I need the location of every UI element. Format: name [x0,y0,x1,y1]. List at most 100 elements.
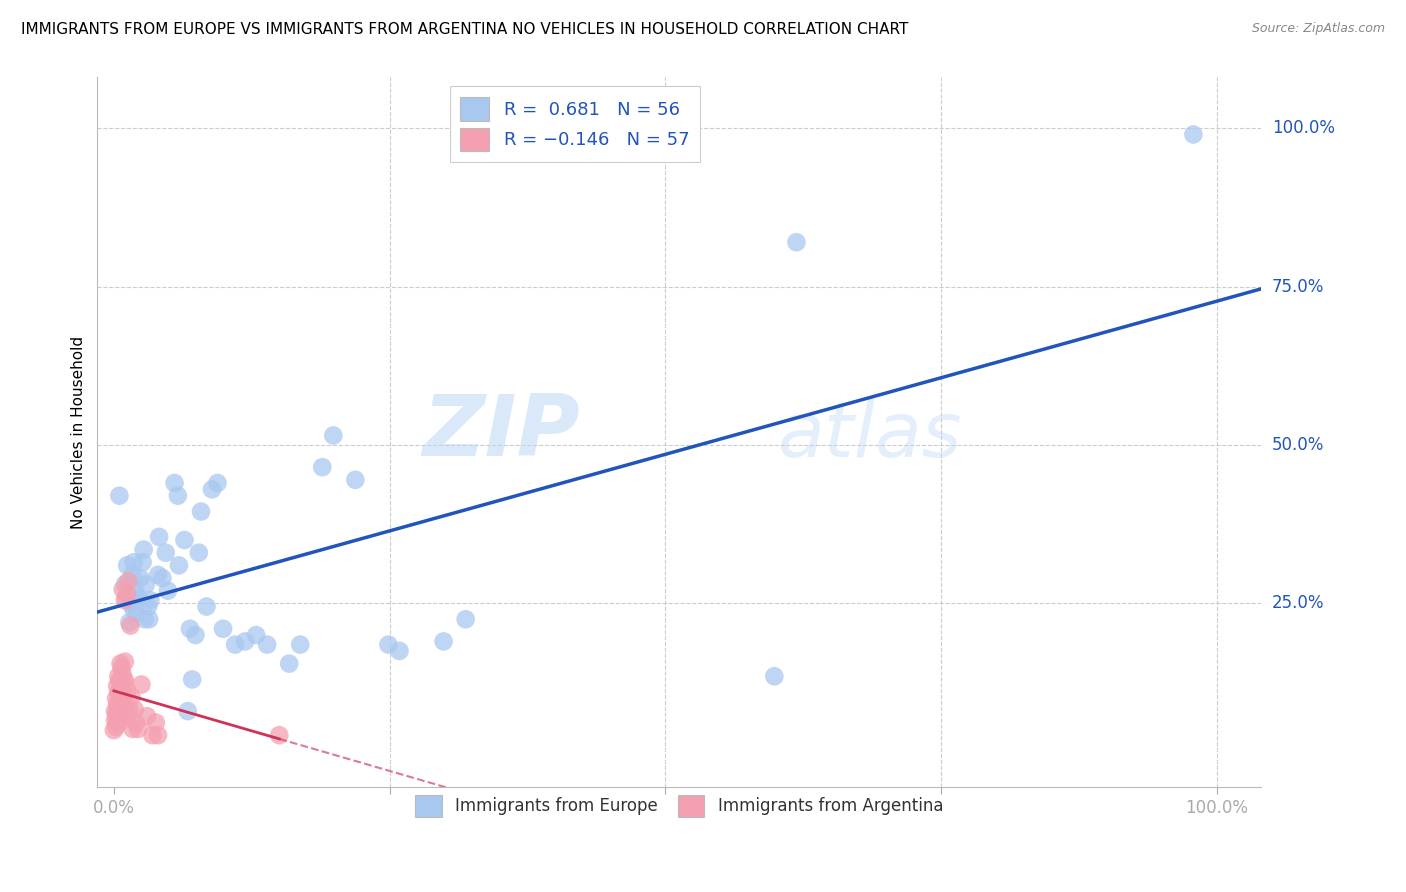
Point [108,489,131,503]
Point [136,709,159,723]
Point [763,669,786,683]
Point [256,638,278,652]
Point [103,723,125,738]
Point [152,571,174,585]
Text: 25.0%: 25.0% [1272,594,1324,613]
Point [121,722,143,736]
Text: 100.0%: 100.0% [1272,120,1334,137]
Point [131,555,153,569]
Point [179,622,201,636]
Point [107,685,129,699]
Point [127,590,149,604]
Text: ZIP: ZIP [422,391,581,474]
Point [785,235,807,250]
Point [122,603,145,617]
Point [107,709,129,723]
Point [107,697,129,711]
Point [290,638,312,652]
Point [134,612,156,626]
Point [114,577,136,591]
Point [108,673,131,688]
Point [187,546,209,560]
Point [181,673,204,687]
Legend: Immigrants from Europe, Immigrants from Argentina: Immigrants from Europe, Immigrants from … [406,787,952,825]
Point [167,558,190,573]
Point [201,483,224,497]
Point [120,596,142,610]
Point [122,555,145,569]
Point [112,691,135,706]
Text: IMMIGRANTS FROM EUROPE VS IMMIGRANTS FROM ARGENTINA NO VEHICLES IN HOUSEHOLD COR: IMMIGRANTS FROM EUROPE VS IMMIGRANTS FRO… [21,22,908,37]
Point [145,715,167,730]
Y-axis label: No Vehicles in Household: No Vehicles in Household [72,335,86,529]
Point [111,683,134,698]
Point [129,571,152,585]
Point [115,587,138,601]
Point [110,679,132,693]
Point [110,661,132,675]
Point [135,577,157,591]
Point [139,593,162,607]
Point [269,728,291,742]
Point [105,715,128,730]
Point [118,703,141,717]
Point [108,697,131,711]
Point [114,593,136,607]
Point [121,690,143,705]
Point [454,612,477,626]
Point [173,533,195,547]
Point [124,583,146,598]
Point [125,606,148,620]
Point [141,728,163,742]
Point [117,574,139,589]
Point [115,590,138,604]
Point [311,460,333,475]
Text: atlas: atlas [778,399,962,473]
Point [322,428,344,442]
Point [132,542,155,557]
Point [278,657,301,671]
Point [184,628,207,642]
Point [108,686,131,700]
Point [105,691,128,706]
Point [105,720,128,734]
Point [166,489,188,503]
Point [111,697,134,711]
Point [156,583,179,598]
Point [124,703,146,717]
Point [110,673,132,688]
Point [195,599,218,614]
Point [125,593,148,607]
Point [110,657,132,671]
Point [224,638,246,652]
Point [120,618,142,632]
Point [388,644,411,658]
Point [148,530,170,544]
Point [104,704,127,718]
Point [110,703,132,717]
Point [105,710,128,724]
Point [245,628,267,642]
Point [118,615,141,630]
Point [146,728,169,742]
Point [108,715,131,730]
Point [377,638,399,652]
Point [110,709,132,723]
Point [112,673,135,688]
Point [115,709,138,723]
Text: Source: ZipAtlas.com: Source: ZipAtlas.com [1251,22,1385,36]
Point [111,667,134,681]
Point [114,655,136,669]
Point [111,582,134,597]
Point [138,612,160,626]
Point [344,473,367,487]
Text: 75.0%: 75.0% [1272,277,1324,295]
Point [110,691,132,706]
Point [233,634,256,648]
Point [146,567,169,582]
Point [105,679,128,693]
Point [131,677,153,691]
Point [127,722,149,736]
Point [432,634,454,648]
Text: 50.0%: 50.0% [1272,436,1324,454]
